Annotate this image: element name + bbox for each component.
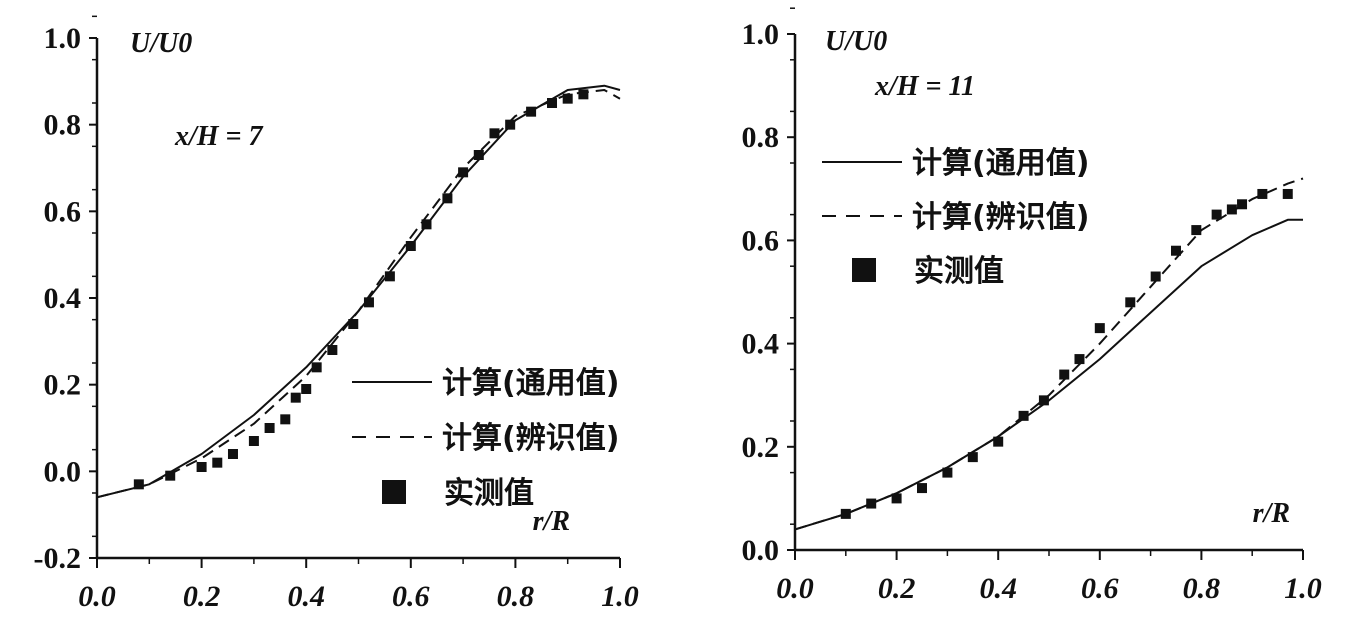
legend-entry: 实测值 <box>914 254 1004 289</box>
y-tick-label: 0.2 <box>44 369 82 402</box>
data-point <box>1094 323 1105 334</box>
data-point <box>1125 297 1136 308</box>
data-point <box>942 467 953 478</box>
data-point <box>165 470 176 481</box>
data-point <box>967 452 978 463</box>
data-point <box>866 498 877 509</box>
legend-entry: 计算(辨识值) <box>912 200 1089 235</box>
data-point <box>301 384 312 394</box>
data-point <box>442 193 453 204</box>
series-line-1 <box>96 84 621 499</box>
data-point <box>248 436 259 446</box>
data-point <box>1191 225 1202 236</box>
data-point <box>212 457 223 468</box>
data-point <box>489 128 500 139</box>
y-tick-label: 0.2 <box>742 431 780 464</box>
x-tick-label: 0.0 <box>78 580 116 613</box>
data-point <box>1038 395 1049 406</box>
data-point <box>547 98 558 108</box>
y-tick-label: 1.0 <box>742 18 780 51</box>
data-point <box>458 167 469 178</box>
y-tick-label: 0.4 <box>44 282 82 315</box>
legend-marker <box>852 258 876 282</box>
data-point <box>526 106 537 117</box>
x-tick-label: 0.4 <box>287 580 325 613</box>
series-line-2 <box>96 89 621 499</box>
data-point <box>363 297 374 308</box>
data-point <box>311 362 322 373</box>
x-axis-label: r/R <box>1253 498 1290 529</box>
data-point <box>562 93 573 104</box>
legend-entry: 计算(通用值) <box>442 366 619 401</box>
annotation: x/H = 11 <box>874 71 975 102</box>
data-point <box>348 319 359 329</box>
data-point <box>840 508 851 519</box>
y-tick-label: 1.0 <box>44 22 82 55</box>
legend-entry: 实测值 <box>444 476 534 511</box>
x-tick-label: 0.6 <box>392 580 430 613</box>
data-point <box>1018 410 1029 421</box>
data-point <box>227 449 238 459</box>
y-tick-label: 0.4 <box>742 328 780 361</box>
y-tick-label: 0.6 <box>742 224 780 257</box>
x-tick-label: 1.0 <box>1284 572 1322 605</box>
x-tick-label: 0.4 <box>979 572 1017 605</box>
legend-marker <box>382 480 406 504</box>
data-point <box>1150 271 1161 282</box>
data-point <box>421 219 432 230</box>
data-point <box>133 479 144 490</box>
data-point <box>1171 245 1181 256</box>
x-tick-label: 0.2 <box>878 572 916 605</box>
x-tick-label: 0.8 <box>497 580 535 613</box>
data-point <box>1059 369 1070 380</box>
x-axis-label: r/R <box>533 506 570 537</box>
x-tick-label: 1.0 <box>601 580 639 613</box>
x-tick-label: 0.0 <box>776 572 814 605</box>
data-point <box>1237 199 1248 210</box>
y-tick-label: 0.6 <box>44 195 82 228</box>
data-point <box>993 436 1004 447</box>
data-point <box>1226 204 1237 215</box>
legend-entry: 计算(辨识值) <box>442 421 619 456</box>
y-axis-label: U/U0 <box>825 26 887 57</box>
x-tick-label: 0.8 <box>1183 572 1221 605</box>
data-point <box>280 414 291 425</box>
data-point <box>917 483 927 494</box>
y-axis-label: U/U0 <box>130 28 192 59</box>
data-point <box>1257 188 1268 199</box>
x-tick-label: 0.6 <box>1081 572 1119 605</box>
data-point <box>1282 188 1293 199</box>
data-point <box>1074 354 1085 365</box>
data-point <box>290 392 301 403</box>
data-point <box>384 271 395 282</box>
annotation: x/H = 7 <box>174 121 264 152</box>
data-point <box>473 150 484 160</box>
chart-1: -0.2 0.0 0.2 0.4 0.6 0.8 1.0 0.0 0.2 0.4 0.6 0.8 1.0… <box>34 15 639 613</box>
y-tick-label: 0.0 <box>44 455 82 488</box>
chart-2: 0.0 0.2 0.4 0.6 0.8 1.0 0.0 0.2 0.4 0.6 0.8 1.0 U/U0… <box>742 7 1322 605</box>
y-tick-label: 0.8 <box>742 121 780 154</box>
data-point <box>405 241 416 251</box>
legend-entry: 计算(通用值) <box>912 146 1089 181</box>
y-tick-label: 0.8 <box>44 109 82 142</box>
x-tick-label: 0.2 <box>183 580 221 613</box>
data-point <box>891 493 902 504</box>
data-point <box>578 89 589 100</box>
data-point <box>327 345 338 355</box>
y-tick-label: -0.2 <box>34 542 82 575</box>
y-tick-label: 0.0 <box>742 534 780 567</box>
data-point <box>264 423 275 433</box>
data-point <box>196 462 207 472</box>
data-point <box>1211 209 1222 220</box>
data-point <box>505 119 516 130</box>
